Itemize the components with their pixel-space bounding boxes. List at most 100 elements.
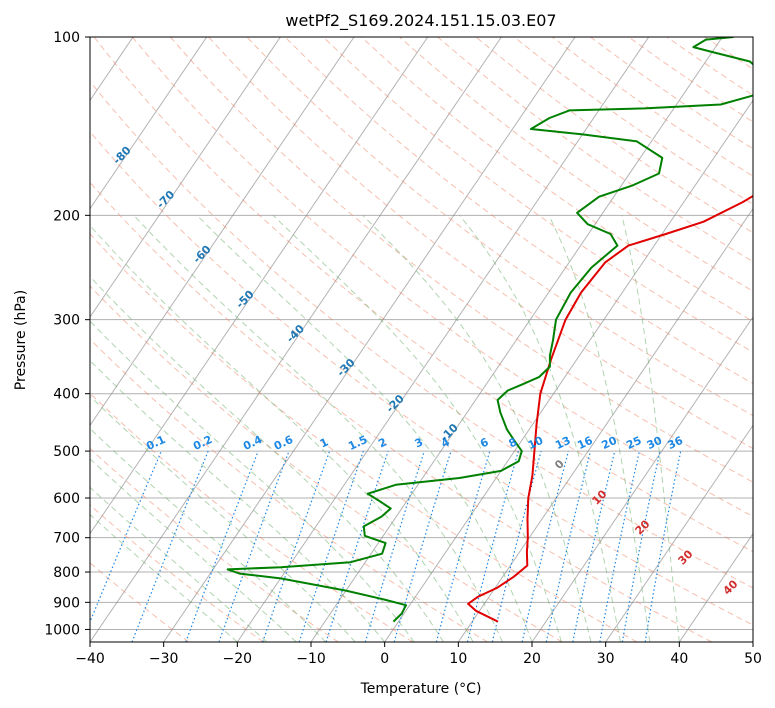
mixing-ratio-line bbox=[325, 450, 389, 642]
y-tick-label: 300 bbox=[53, 313, 80, 329]
isotherm-line bbox=[90, 37, 502, 642]
dry-adiabat-line bbox=[90, 285, 563, 642]
isotherm-line bbox=[236, 37, 650, 642]
y-tick-label: 500 bbox=[53, 444, 80, 460]
moist-adiabat-line bbox=[90, 395, 356, 642]
y-axis: 1000 900 800 700 600 500 400 300 200 100 bbox=[44, 30, 90, 638]
dry-adiabat-line bbox=[246, 37, 753, 417]
moist-adiabat-line bbox=[90, 427, 327, 642]
mixing-ratio-label: 6 bbox=[478, 435, 491, 450]
y-tick-label: 1000 bbox=[44, 622, 80, 638]
y-axis-label: Pressure (hPa) bbox=[13, 290, 29, 390]
dry-adiabat-line bbox=[90, 130, 753, 626]
dry-adiabat-line bbox=[90, 504, 264, 642]
x-axis: −40 −30 −20 −10 0 10 20 30 40 50 bbox=[75, 642, 762, 667]
mixing-ratio-line bbox=[644, 450, 682, 642]
y-tick-label: 100 bbox=[53, 30, 80, 46]
chart-title: wetPf2_S169.2024.151.15.03.E07 bbox=[285, 11, 556, 31]
mixing-ratio-label: 8 bbox=[507, 435, 519, 450]
mixing-ratio-label: 25 bbox=[624, 434, 643, 452]
dry-adiabat-line bbox=[704, 37, 753, 70]
x-tick-label: 20 bbox=[523, 651, 541, 667]
isotherm-label: -50 bbox=[233, 288, 256, 311]
chart-grid bbox=[90, 37, 753, 642]
moist-adiabat-line bbox=[90, 275, 445, 642]
dewpoint-profile-line bbox=[226, 37, 753, 623]
isotherm-label: -90 bbox=[66, 100, 89, 123]
isotherm-line bbox=[90, 37, 355, 427]
y-tick-label: 800 bbox=[53, 565, 80, 581]
x-tick-label: −30 bbox=[149, 651, 179, 667]
mixing-ratio-line bbox=[599, 450, 640, 642]
y-tick-label: 400 bbox=[53, 387, 80, 403]
dry-adiabat-line bbox=[93, 37, 753, 553]
mixing-ratio-label: 1.5 bbox=[346, 433, 369, 453]
mixing-ratio-line bbox=[393, 450, 452, 642]
mixing-ratio-line bbox=[185, 450, 259, 642]
dry-adiabat-line bbox=[437, 37, 753, 263]
mixing-ratio-label: 3 bbox=[413, 435, 425, 450]
isotherm-line bbox=[752, 641, 753, 642]
dry-adiabat-line bbox=[360, 37, 753, 322]
isotherm-label: -100 bbox=[18, 56, 47, 85]
dry-adiabat-line bbox=[284, 37, 753, 385]
mixing-ratio-label: 0.6 bbox=[272, 433, 295, 453]
mixing-ratio-line bbox=[491, 450, 542, 642]
x-tick-label: 10 bbox=[449, 651, 467, 667]
dry-adiabat-line bbox=[90, 233, 638, 642]
annotation-group: 0.1 0.2 0.4 0.6 1 1.5 2 3 4 6 8 10 13 16 20 25 30 36-100-… bbox=[18, 56, 741, 598]
moist-adiabat-line bbox=[90, 320, 415, 642]
isotherm-line bbox=[531, 316, 753, 642]
mixing-ratio-line bbox=[298, 450, 364, 642]
wet-bulb-label: 0 bbox=[552, 457, 567, 472]
isotherm-label: -70 bbox=[154, 188, 177, 211]
isotherm-line bbox=[605, 424, 753, 642]
isotherm-line bbox=[384, 99, 753, 642]
temperature-profile-line bbox=[467, 194, 753, 623]
mixing-ratio-label: 1 bbox=[318, 435, 330, 450]
mixing-ratio-line bbox=[572, 450, 616, 642]
x-tick-label: 50 bbox=[744, 651, 762, 667]
isotherm-line bbox=[90, 37, 208, 210]
mixing-ratio-label: 30 bbox=[645, 434, 665, 452]
mixing-ratio-line bbox=[218, 450, 290, 642]
y-tick-label: 700 bbox=[53, 531, 80, 547]
isotherm-label: -60 bbox=[190, 242, 213, 265]
mixing-ratio-label: 2 bbox=[376, 435, 388, 450]
wet-bulb-label: 40 bbox=[721, 577, 741, 597]
dry-adiabat-line bbox=[131, 37, 753, 518]
x-tick-label: −20 bbox=[223, 651, 253, 667]
x-tick-label: 40 bbox=[670, 651, 688, 667]
isotherm-line bbox=[163, 37, 576, 642]
mixing-ratio-label: 10 bbox=[526, 434, 546, 452]
x-axis-label: Temperature (°C) bbox=[360, 681, 482, 697]
mixing-ratio-label: 16 bbox=[575, 434, 595, 452]
moist-adiabat-line bbox=[90, 513, 238, 642]
y-tick-label: 900 bbox=[53, 595, 80, 611]
isotherm-label: -80 bbox=[110, 144, 133, 167]
mixing-ratio-line bbox=[466, 450, 519, 642]
mixing-ratio-label: 36 bbox=[666, 434, 686, 452]
moist-adiabat-line bbox=[90, 224, 474, 642]
x-tick-label: −40 bbox=[75, 651, 105, 667]
isotherm-label: -30 bbox=[334, 356, 357, 379]
mixing-ratio-label: 0.4 bbox=[241, 433, 264, 453]
dry-adiabat-line bbox=[475, 37, 753, 234]
x-tick-label: 30 bbox=[597, 651, 615, 667]
x-tick-label: 0 bbox=[380, 651, 389, 667]
mixing-ratio-line bbox=[90, 450, 162, 624]
moist-adiabat-line bbox=[90, 486, 268, 642]
y-tick-label: 200 bbox=[53, 208, 80, 224]
dry-adiabat-line bbox=[90, 80, 753, 589]
moist-adiabat-line bbox=[133, 214, 503, 642]
y-tick-label: 600 bbox=[53, 491, 80, 507]
moist-adiabat-line bbox=[90, 458, 297, 642]
series-group bbox=[226, 37, 753, 623]
mixing-ratio-label: 20 bbox=[600, 434, 620, 452]
isotherm-label: -20 bbox=[384, 392, 407, 415]
dry-adiabat-line bbox=[170, 37, 753, 483]
mixing-ratio-line bbox=[545, 450, 592, 642]
isotherm-line bbox=[90, 37, 281, 318]
moist-adiabat-line bbox=[272, 214, 562, 642]
